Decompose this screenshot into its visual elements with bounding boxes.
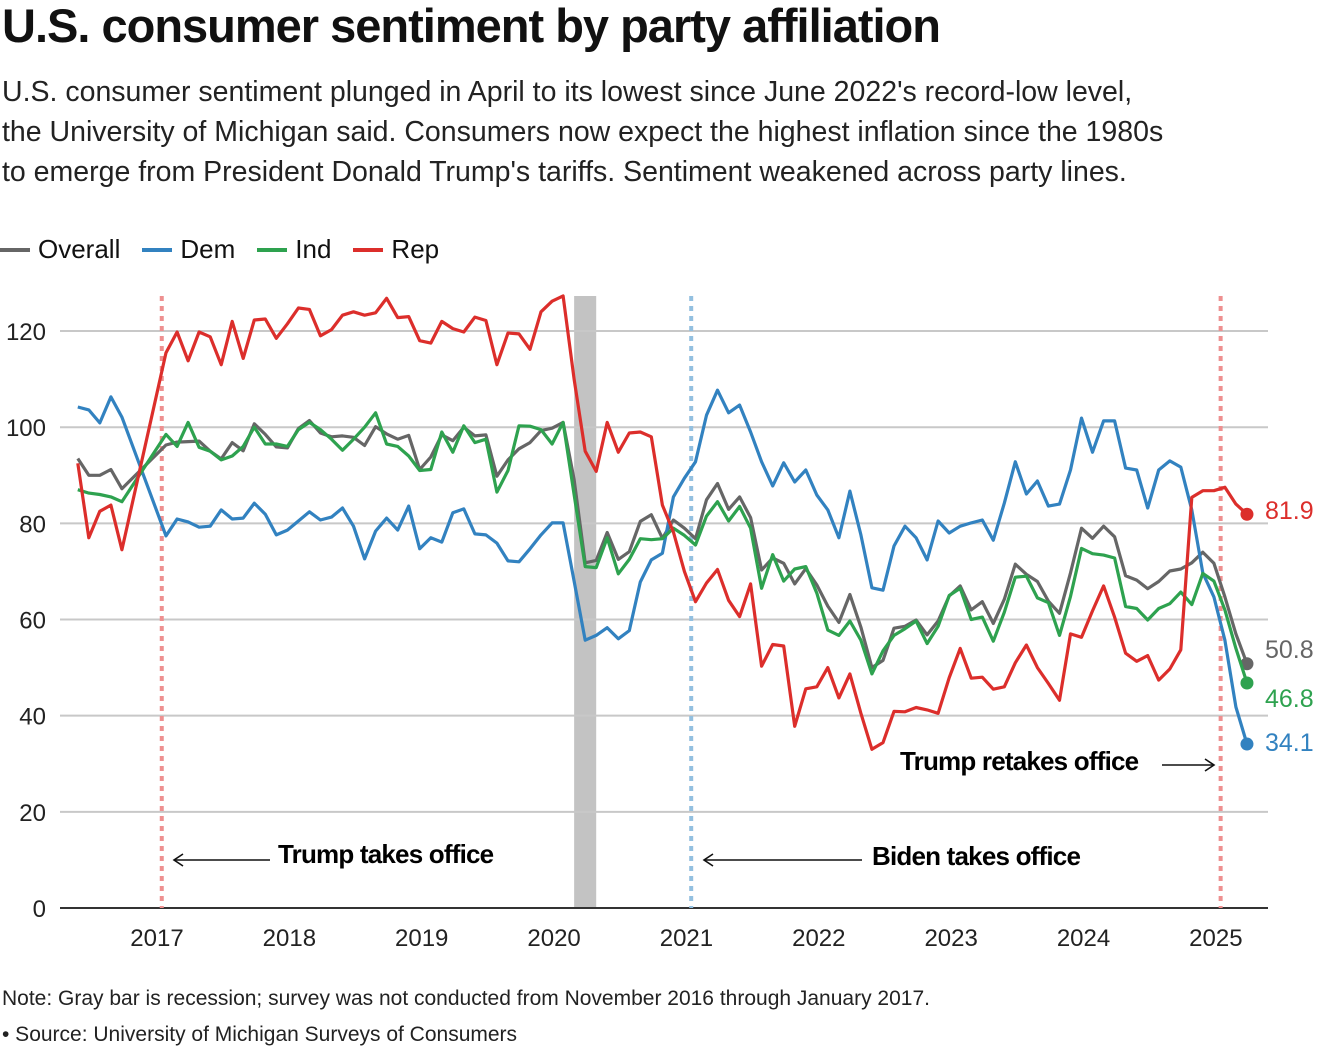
y-tick-label: 0 xyxy=(33,896,46,923)
chart-title: U.S. consumer sentiment by party affilia… xyxy=(2,0,941,52)
legend-item-rep: Rep xyxy=(353,234,439,265)
end-label-overall: 50.8 xyxy=(1265,636,1314,664)
legend-swatch xyxy=(142,247,173,252)
x-tick-label: 2017 xyxy=(130,925,183,952)
end-label-ind: 46.8 xyxy=(1265,685,1314,713)
series-line-ind xyxy=(77,411,1249,684)
annotation-label: Trump takes office xyxy=(278,839,494,869)
legend-label: Rep xyxy=(391,234,440,264)
chart-subtitle: U.S. consumer sentiment plunged in April… xyxy=(2,72,1320,192)
y-tick-label: 20 xyxy=(19,800,46,827)
arrowhead-icon xyxy=(172,853,184,867)
y-tick-label: 40 xyxy=(19,704,46,731)
x-tick-label: 2018 xyxy=(263,925,316,952)
x-tick-label: 2020 xyxy=(527,925,580,952)
x-tick-label: 2023 xyxy=(924,925,977,952)
legend-swatch xyxy=(257,247,288,252)
subtitle-line: to emerge from President Donald Trump's … xyxy=(2,156,1127,188)
x-tick-label: 2021 xyxy=(660,925,713,952)
legend: Overall Dem Ind Rep xyxy=(0,234,461,265)
legend-label: Dem xyxy=(180,234,236,264)
legend-item-dem: Dem xyxy=(142,234,235,265)
y-tick-label: 100 xyxy=(6,415,46,442)
legend-item-overall: Overall xyxy=(0,234,120,265)
legend-swatch xyxy=(353,247,384,252)
legend-swatch xyxy=(0,247,30,252)
chart-source: • Source: University of Michigan Surveys… xyxy=(2,1023,518,1046)
subtitle-line: U.S. consumer sentiment plunged in April… xyxy=(2,76,1133,108)
x-tick-label: 2025 xyxy=(1189,925,1242,952)
x-tick-label: 2022 xyxy=(792,925,845,952)
y-tick-label: 60 xyxy=(19,608,46,635)
series-line-dem xyxy=(77,388,1249,745)
legend-label: Ind xyxy=(295,234,332,264)
arrowhead-icon xyxy=(1204,758,1216,772)
legend-item-ind: Ind xyxy=(257,234,331,265)
arrowhead-icon xyxy=(702,853,714,867)
end-label-dem: 34.1 xyxy=(1265,729,1314,757)
y-tick-label: 120 xyxy=(6,319,46,346)
end-point-overall xyxy=(1240,657,1254,671)
end-point-dem xyxy=(1240,737,1254,751)
end-point-rep xyxy=(1240,507,1254,521)
legend-label: Overall xyxy=(38,234,121,264)
subtitle-line: the University of Michigan said. Consume… xyxy=(2,116,1164,148)
chart-note: Note: Gray bar is recession; survey was … xyxy=(2,987,930,1010)
recession-bar xyxy=(574,296,597,908)
x-tick-label: 2024 xyxy=(1057,925,1110,952)
end-label-rep: 81.9 xyxy=(1265,497,1314,525)
y-tick-label: 80 xyxy=(19,511,46,538)
x-tick-label: 2019 xyxy=(395,925,448,952)
annotation-label: Biden takes office xyxy=(872,841,1080,871)
annotation-label: Trump retakes office xyxy=(900,746,1139,776)
series-line-rep xyxy=(76,294,1249,751)
end-point-ind xyxy=(1240,676,1254,690)
